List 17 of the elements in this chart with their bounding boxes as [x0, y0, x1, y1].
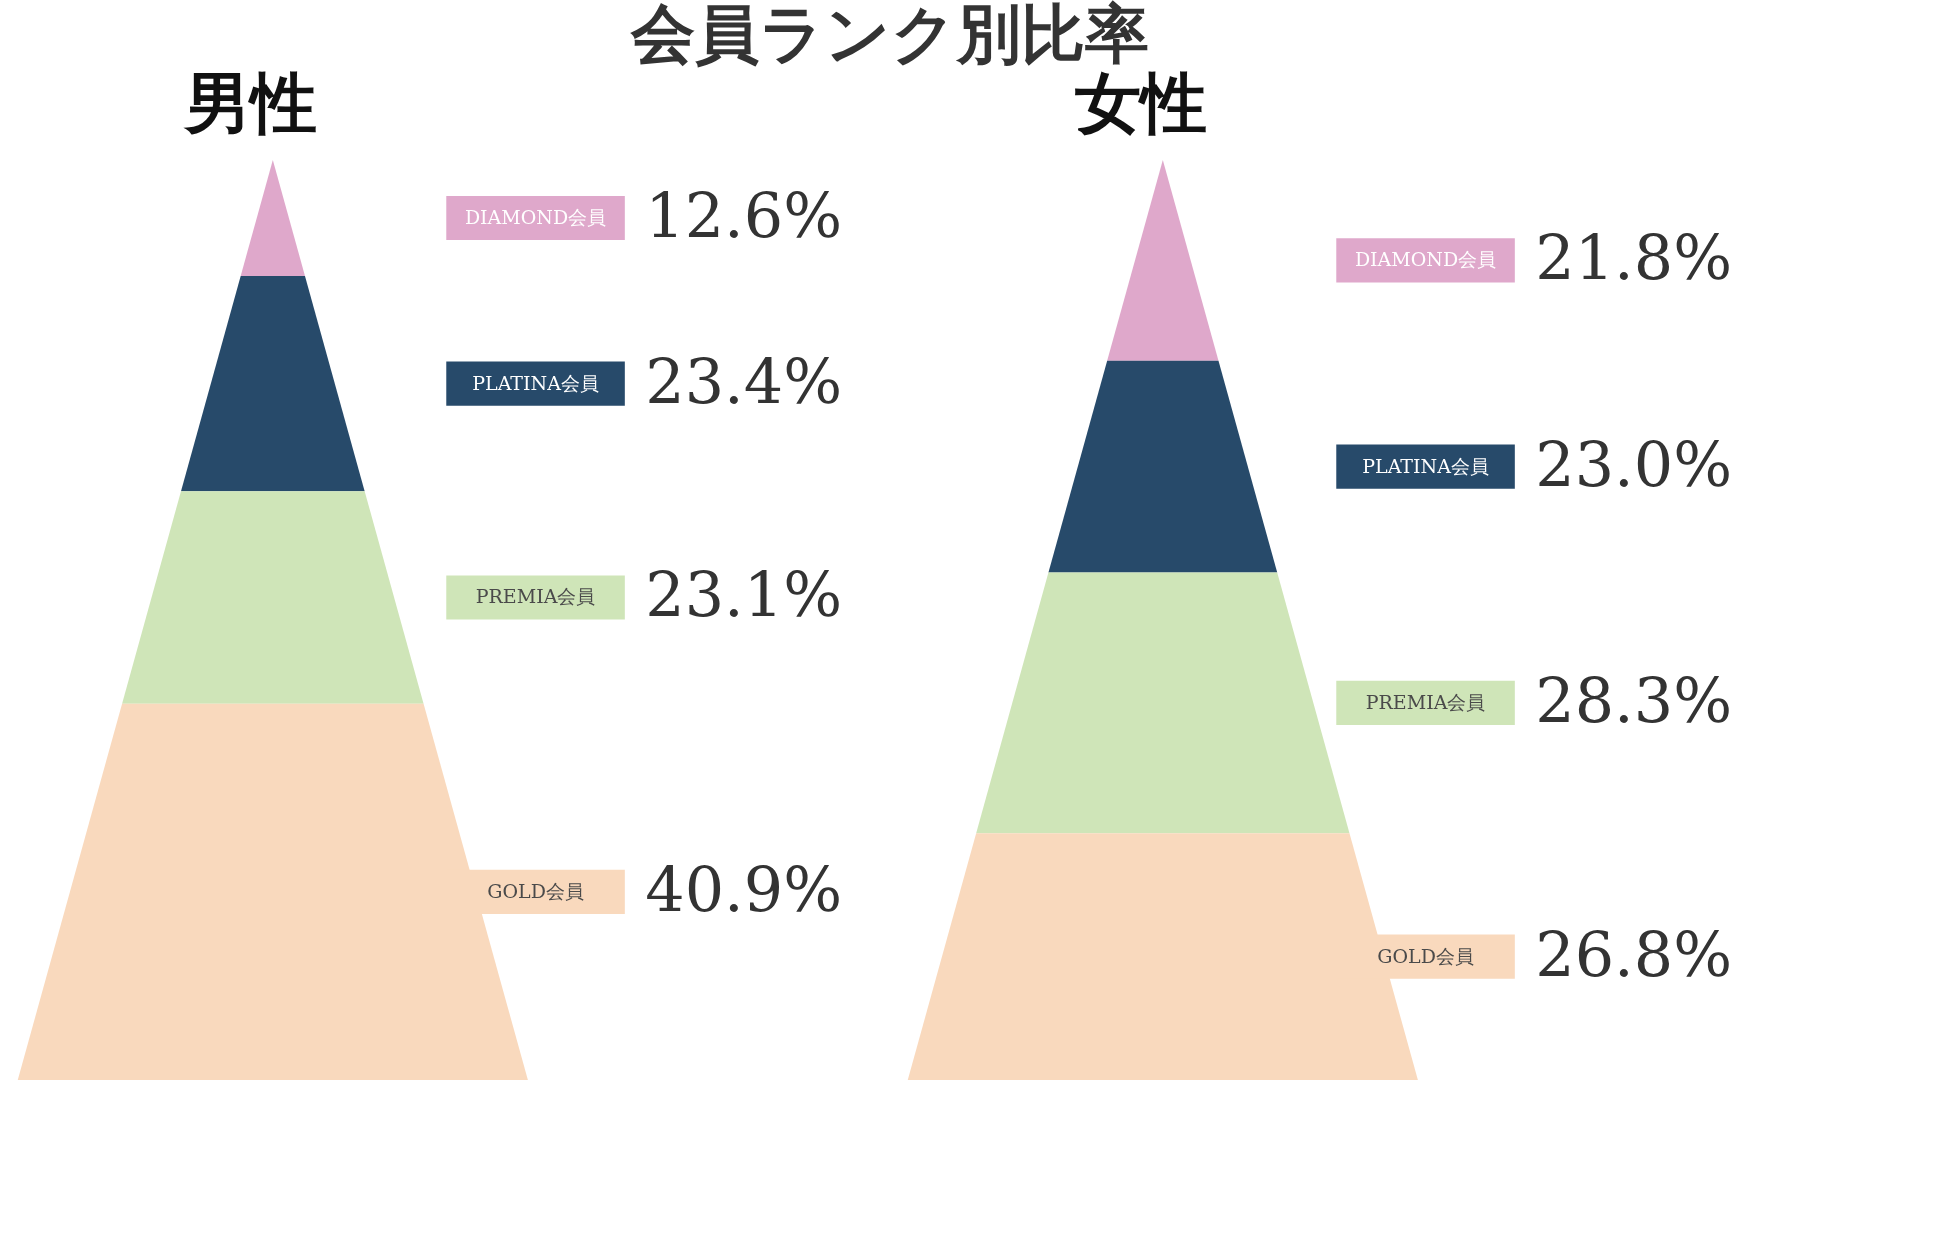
category-label: GOLD会員: [487, 879, 584, 902]
data-label: 28.3%: [1535, 663, 1733, 737]
data-label: 12.6%: [645, 178, 843, 252]
category-label: DIAMOND会員: [464, 205, 607, 228]
data-label: 23.4%: [645, 344, 843, 418]
data-label: 40.9%: [645, 852, 843, 926]
category-label: PREMIA会員: [1365, 690, 1486, 713]
data-label: 26.8%: [1535, 917, 1733, 991]
text: 男性: [183, 64, 317, 142]
category-label: PREMIA会員: [475, 585, 596, 608]
data-label: 23.0%: [1535, 427, 1733, 501]
category-label: PLATINA会員: [472, 371, 599, 394]
category-label: PLATINA会員: [1362, 454, 1489, 477]
category-label: DIAMOND会員: [1354, 248, 1497, 271]
data-label: 21.8%: [1535, 221, 1733, 295]
category-label: GOLD会員: [1377, 944, 1474, 967]
data-label: 23.1%: [645, 558, 843, 632]
